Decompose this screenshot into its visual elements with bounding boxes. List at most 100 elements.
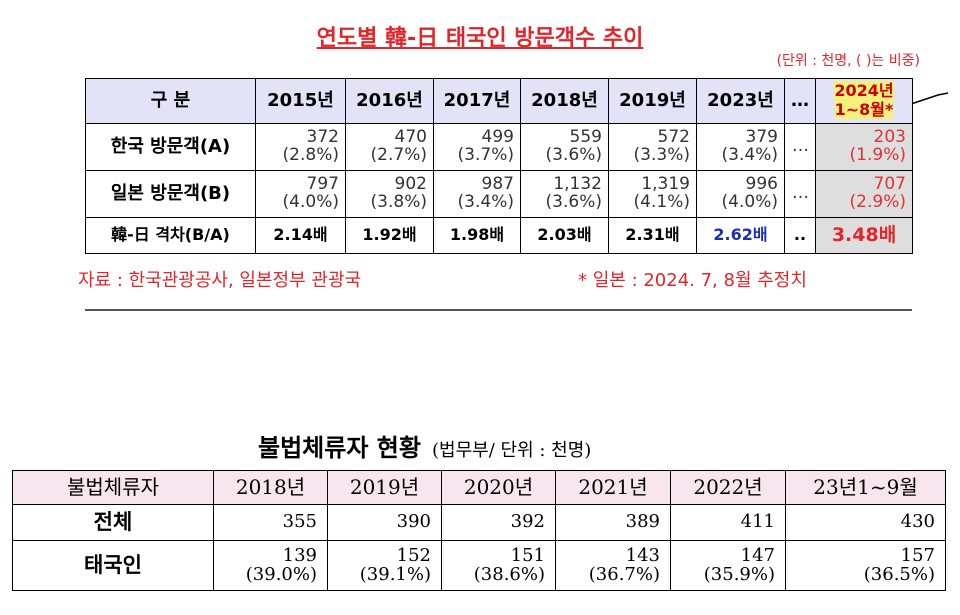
cell-share: (1.9%) [849,145,906,165]
header-text: 2019년 [349,475,420,499]
cell-share: (39.0%) [245,563,317,585]
cell-share: (36.7%) [588,563,660,585]
table1-title: 연도별 韓-日 태국인 방문객수 추이 [316,26,644,51]
header-cell: 2019년 [608,78,697,124]
row-label: 전체 [12,504,214,541]
header-text: 2017년 [443,89,511,111]
cell-count: 152 [396,544,431,566]
header-cell: 2022년 [670,470,786,505]
header-cell: 2017년 [433,78,521,124]
cell: 902 (3.8%) [345,170,434,218]
header-text: … [791,89,809,111]
cell-value: 392 [510,511,545,533]
header-text: 23년1~9월 [813,475,918,499]
header-text: 2016년 [356,89,423,111]
table2-title: 불법체류자 현황 [258,433,421,462]
cell: 987 (3.4%) [433,170,521,218]
divider [85,309,912,311]
table1-unit: (단위 : 천명, ( )는 비중) [776,53,920,69]
cell: 355 [213,504,328,541]
row: 태국인 139 (39.0%) 152 (39.1%) 151 (38.6%) 143 (36.… [12,540,946,591]
row-label: 한국 방문객(A) [85,123,256,171]
cell: 559 (3.6%) [520,123,609,171]
row-label: 韓-日 격차(B/A) [85,217,256,254]
cell: 143 (36.7%) [555,540,671,591]
cell: 2.14배 [255,217,346,254]
cell: 392 [441,504,556,541]
header-cell: 23년1~9월 [785,470,946,505]
header-text: 2018년 [531,89,598,111]
cell-share: (3.8%) [370,192,427,212]
cell-share: (4.1%) [633,192,690,212]
row: 일본 방문객(B) 797 (4.0%) 902 (3.8%) 987 (3.4%) 1,13… [85,170,913,218]
table2-subtitle: (법무부/ 단위 : 천명) [432,440,592,461]
cell: 1.98배 [433,217,521,254]
header-text: 2020년 [463,475,534,499]
cell-share: (2.7%) [370,145,427,165]
cell-share: (4.0%) [282,192,339,212]
header-cell: 2015년 [255,78,346,124]
header-text: 2022년 [693,475,763,499]
row-label: 태국인 [12,540,214,591]
cell-count: 157 [900,544,935,566]
cell: 390 [327,504,442,541]
cell: .. [784,217,816,254]
header-cell: 2023년 [696,78,785,124]
cell-value: 430 [900,511,935,533]
header-text: 구 분 [150,89,191,111]
header-text: 2024년 1~8월* [834,81,894,119]
cell-count: 470 [394,127,427,148]
cell-value: 1.98배 [449,225,505,245]
header-cell: 2018년 [213,470,328,505]
cell-count: 707 [873,174,906,195]
cell: 203 (1.9%) [815,123,913,171]
overstay-table: 불법체류자 2018년 2019년 2020년 2021년 2022년 23년1~9월 전체 3… [12,470,946,591]
cell: 1,132 (3.6%) [520,170,609,218]
cell-count: 902 [394,174,427,195]
row-label: 일본 방문객(B) [85,170,256,218]
cell-count: 147 [740,544,775,566]
cell-value: 389 [625,511,660,533]
header-cell: 2019년 [327,470,442,505]
cell: 707 (2.9%) [815,170,913,218]
header-cell: 2021년 [555,470,671,505]
row: 韓-日 격차(B/A) 2.14배 1.92배 1.98배 2.03배 2.31배 2.62… [85,217,913,254]
visitor-table: 구 분 2015년 2016년 2017년 2018년 2019년 2023년 … 2024년 … [85,78,913,254]
cell: 372 (2.8%) [255,123,346,171]
cell-value: 2.62배 [713,225,768,245]
cell-count: 379 [745,127,778,148]
cell-count: 499 [481,127,514,148]
cell-value: … [792,136,809,157]
header-cell: 2018년 [520,78,609,124]
header-text: 2015년 [267,89,334,111]
cell-count: 372 [306,127,339,148]
header-text: 2021년 [578,475,648,499]
cell-share: (3.4%) [457,192,514,212]
cell: 797 (4.0%) [255,170,346,218]
cell: 2.62배 [696,217,785,254]
cell: 470 (2.7%) [345,123,434,171]
cell-count: 559 [569,127,602,148]
cell-value: .. [793,225,807,245]
cell-count: 572 [657,127,690,148]
cell-value: 3.48배 [831,223,897,246]
cell-count: 203 [873,127,906,148]
annotation-line [901,92,949,108]
cell-value: 2.03배 [537,225,592,245]
header-row: 불법체류자 2018년 2019년 2020년 2021년 2022년 23년1~9월 [12,470,946,505]
cell-value: 390 [396,511,431,533]
cell-count: 1,319 [641,174,690,195]
cell-share: (3.4%) [721,145,778,165]
cell: 1.92배 [345,217,434,254]
cell: 139 (39.0%) [213,540,328,591]
row: 한국 방문객(A) 372 (2.8%) 470 (2.7%) 499 (3.7%) 559(… [85,123,913,171]
cell: … [784,170,816,218]
source: 자료 : 한국관광공사, 일본정부 관광국 [78,270,362,291]
cell-share: (3.7%) [457,145,514,165]
cell-count: 139 [282,544,317,566]
cell-share: (3.6%) [545,192,602,212]
cell-share: (3.6%) [545,145,602,165]
table2-heading: 불법체류자 현황 (법무부/ 단위 : 천명) [258,428,591,463]
cell: 152 (39.1%) [327,540,442,591]
cell-value: 411 [740,511,775,533]
